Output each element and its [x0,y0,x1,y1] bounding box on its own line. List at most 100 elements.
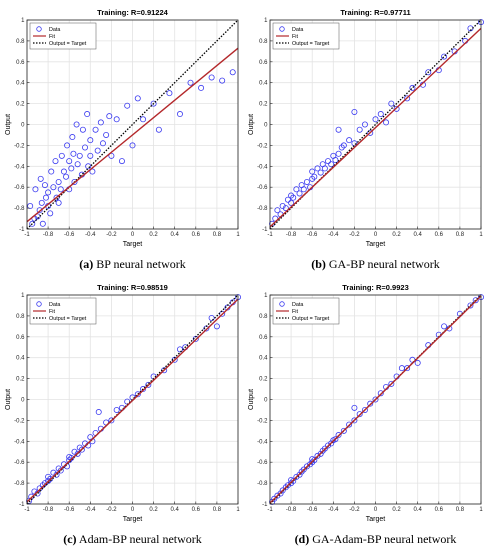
chart-svg: -1 -0.8 -0.6 -0.4 -0.2 0 0.2 0.4 0.6 0.8 1 -1 -0.8 -0… [5,8,240,271]
y-axis-label: Output [5,389,12,410]
x-tick-label: -0.6 [64,232,75,238]
y-tick-label: 0.4 [259,81,268,87]
y-tick-label: -1 [19,502,25,508]
y-tick-label: -1 [262,227,268,233]
y-tick-label: -0.4 [257,439,268,445]
data-point [311,457,318,464]
chart-title: Training: R=0.9923 [342,283,409,292]
data-point [325,442,332,449]
caption-text: GA-BP neural network [326,257,440,271]
data-point [73,121,80,128]
y-tick-label: 1 [21,18,25,24]
x-tick-label: -1 [24,507,30,513]
data-point [388,100,395,107]
data-point [48,168,55,175]
y-tick-label: -0.4 [257,164,268,170]
fit-line [269,27,482,228]
x-tick-label: 0.8 [213,232,222,238]
panel-a: -1 -0.8 -0.6 -0.4 -0.2 0 0.2 0.4 0.6 0.8 1 -1 -0.8 -0… [0,0,243,275]
data-point [38,199,45,206]
x-tick-label: 0.4 [414,507,423,513]
data-point [335,432,342,439]
x-axis-label: Target [366,516,386,523]
data-point [441,323,448,330]
y-tick-label: 0 [21,398,25,404]
x-tick-label: -0.8 [43,507,54,513]
y-tick-label: -0.2 [14,418,25,424]
x-tick-label: -0.4 [85,232,96,238]
panel-d: -1 -0.8 -0.6 -0.4 -0.2 0 0.2 0.4 0.6 0.8 1 -1 -0.8 -0… [243,275,486,550]
y-tick-label: 0.4 [259,356,268,362]
data-point [166,90,173,97]
x-tick-label: 0 [374,507,378,513]
data-point [103,131,110,138]
y-tick-label: -0.6 [257,185,268,191]
panel-c: -1 -0.8 -0.6 -0.4 -0.2 0 0.2 0.4 0.6 0.8 1 -1 -0.8 -0… [0,275,243,550]
y-tick-label: -0.6 [14,460,25,466]
y-tick-label: -0.6 [14,185,25,191]
x-tick-label: -1 [24,232,30,238]
data-point [41,182,48,189]
data-point [140,116,147,123]
legend-label: Output = Target [292,41,330,47]
x-axis-label: Target [366,241,386,248]
data-point [108,152,115,159]
x-tick-label: 0.4 [414,232,423,238]
data-point [108,417,115,424]
data-point [57,186,64,193]
caption-text: Adam-BP neural network [77,532,202,546]
y-tick-label: -0.8 [14,206,25,212]
data-point [377,390,384,397]
y-tick-label: 0.4 [16,356,25,362]
data-point [367,129,374,136]
data-point [383,119,390,126]
data-point [229,69,236,76]
data-point [307,461,314,468]
data-point [351,417,358,424]
data-point [288,192,295,199]
y-tick-label: 0.6 [16,60,25,66]
data-point [78,446,85,453]
data-point [311,173,318,180]
data-point [409,84,416,91]
data-point [150,100,157,107]
data-point [134,391,141,398]
x-tick-label: -0.2 [349,507,360,513]
data-point [113,116,120,123]
data-point [290,478,297,485]
x-tick-label: 0.8 [456,507,465,513]
identity-line [26,294,239,505]
x-tick-label: 0.8 [213,507,222,513]
data-point [70,150,77,157]
data-point [55,178,62,185]
legend-marker-data [36,301,42,307]
y-tick-label: -0.2 [14,143,25,149]
panel-caption: (c) Adam-BP neural network [63,532,202,546]
data-point [317,169,324,176]
legend-marker-data [36,26,42,32]
fit-line [26,47,239,223]
panel-caption: (a) BP neural network [79,257,186,271]
x-tick-label: 0.8 [456,232,465,238]
data-point [39,482,46,489]
data-point [288,199,295,206]
data-point [288,480,295,487]
data-point [68,455,75,462]
data-point [113,406,120,413]
x-tick-label: -0.6 [307,232,318,238]
data-point [208,74,215,81]
data-point [293,473,300,480]
y-tick-label: 0.8 [16,314,25,320]
data-point [293,186,300,193]
data-point [467,302,474,309]
data-point [145,381,152,388]
data-point [82,144,89,151]
data-point [69,134,76,141]
data-point [441,53,448,60]
data-point [274,207,281,214]
fit-line [269,295,482,504]
y-tick-label: -1 [262,502,268,508]
legend-marker-data [279,26,285,32]
y-tick-label: -0.6 [257,460,268,466]
data-point [300,466,307,473]
